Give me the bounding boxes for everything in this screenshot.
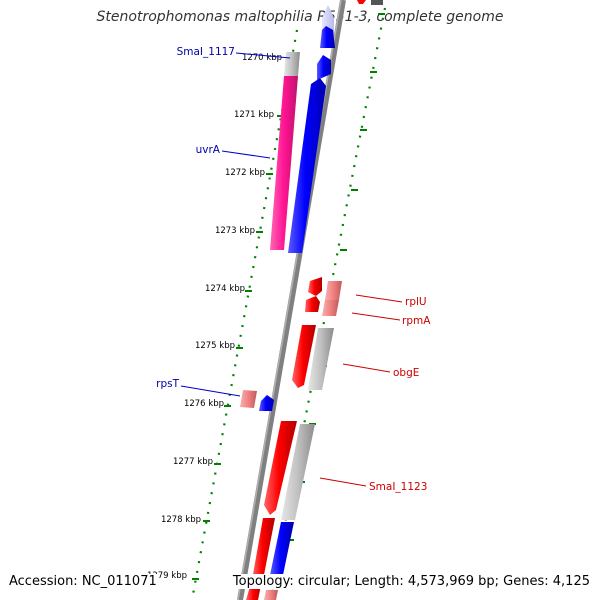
- gene-feature: [322, 300, 339, 316]
- label-leader-line: [342, 363, 391, 373]
- gene-label: rpmA: [402, 315, 431, 327]
- gene-feature-rpmA: [305, 296, 320, 312]
- ruler-label: 1273 kbp: [215, 226, 255, 236]
- ruler-label: 1271 kbp: [234, 110, 274, 120]
- ruler-label: 1278 kbp: [161, 515, 201, 525]
- label-leader-line: [180, 385, 241, 397]
- gene-feature: [270, 522, 294, 575]
- ruler-label: 1279 kbp: [147, 571, 187, 581]
- gene-feature: [264, 421, 297, 515]
- gene-label: uvrA: [196, 144, 221, 156]
- gene-label: obgE: [393, 367, 419, 379]
- gene-feature: [317, 55, 331, 80]
- ruler-label: 1275 kbp: [195, 341, 235, 351]
- gene-feature: [325, 281, 342, 300]
- gene-label: rpsT: [156, 378, 179, 390]
- ruler-label: 1277 kbp: [173, 457, 213, 467]
- ruler-label: 1272 kbp: [225, 168, 265, 178]
- gene-feature: [320, 26, 335, 48]
- gene-feature: [357, 0, 366, 4]
- gene-feature: [264, 590, 278, 600]
- gene-feature: [308, 328, 334, 390]
- gene-feature-obgE: [292, 325, 316, 388]
- ruler-label: 1270 kbp: [242, 53, 282, 63]
- gene-feature-rplU: [308, 277, 322, 296]
- ruler-label: 1276 kbp: [184, 399, 224, 409]
- map-title: Stenotrophomonas maltophilia R551-3, com…: [96, 9, 504, 25]
- label-leader-line: [319, 477, 367, 487]
- label-leader-line: [221, 150, 271, 159]
- label-leader-line: [235, 52, 291, 59]
- gene-feature: [259, 395, 274, 411]
- gene-feature: [252, 518, 275, 580]
- gene-feature: [284, 52, 300, 76]
- genome-summary-text: Topology: circular; Length: 4,573,969 bp…: [232, 574, 590, 589]
- label-leader-line: [355, 294, 403, 303]
- ruler-label: 1274 kbp: [205, 284, 245, 294]
- gene-feature: [371, 0, 383, 5]
- gene-feature-rpsT: [240, 390, 257, 408]
- gene-label: SmaI_1123: [369, 481, 427, 493]
- accession-text: Accession: NC_011071: [9, 574, 157, 589]
- gene-feature: [281, 424, 315, 520]
- label-leader-line: [351, 312, 401, 321]
- gene-feature-uvrA: [270, 76, 298, 250]
- gene-feature: [288, 78, 326, 253]
- gene-label: SmaI_1117: [177, 46, 235, 58]
- gene-label: rplU: [405, 296, 427, 308]
